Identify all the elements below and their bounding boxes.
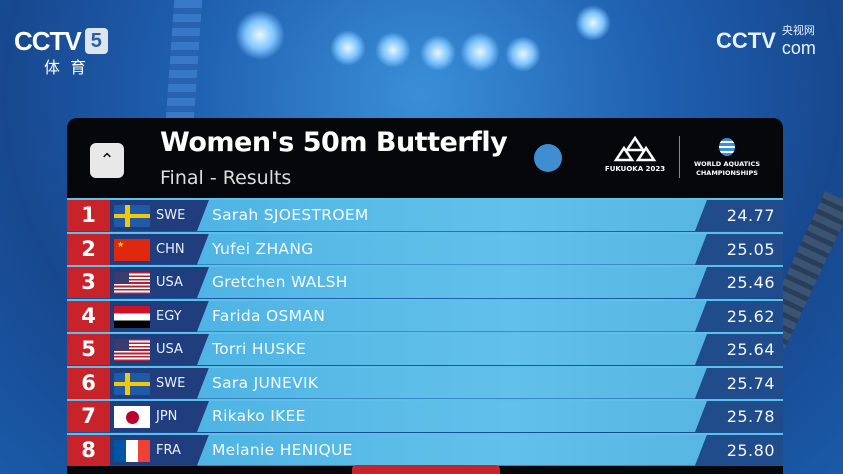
country-code: USA [156, 275, 183, 290]
name-bar [197, 200, 717, 231]
name-bar [197, 367, 717, 399]
result-row: 7 JPN Rikako IKEE 25.78 [67, 399, 783, 433]
pool-light [330, 30, 366, 66]
result-row: 3 USA Gretchen WALSH 25.46 [67, 265, 783, 299]
rank: 5 [67, 334, 110, 365]
result-time: 25.80 [726, 440, 775, 460]
athlete-name: Sarah SJOESTROEM [212, 206, 369, 224]
flag-egy-icon [114, 305, 150, 328]
time-box: 24.77 [695, 200, 783, 231]
pool-light [460, 32, 500, 72]
result-time: 24.77 [726, 206, 775, 225]
flag-fra-icon [114, 439, 150, 462]
rank: 1 [67, 200, 110, 231]
country-code: SWE [156, 208, 186, 223]
flag-usa-icon [114, 272, 150, 294]
flag-swe-icon [114, 372, 150, 395]
event-subtitle: Final - Results [160, 167, 292, 189]
rank: 3 [67, 267, 110, 298]
country-code: JPN [156, 409, 178, 424]
flag-jpn-icon [114, 406, 150, 428]
flag-chn-icon: ★ [114, 238, 150, 261]
athlete-name: Melanie HENIQUE [212, 440, 353, 459]
result-time: 25.62 [726, 306, 775, 326]
event-title: Women's 50m Butterfly [160, 127, 508, 158]
rank: 8 [67, 434, 110, 466]
result-row: 8 FRA Melanie HENIQUE 25.80 [67, 432, 783, 467]
athlete-name: Gretchen WALSH [212, 273, 348, 291]
athlete-name: Torri HUSKE [212, 340, 307, 358]
time-box: 25.46 [695, 267, 783, 298]
results-list: 1 SWE Sarah SJOESTROEM 24.77 2 ★ CHN Yufe… [67, 198, 783, 466]
rank: 4 [67, 300, 110, 332]
rank: 6 [67, 367, 110, 399]
result-row: 2 ★ CHN Yufei ZHANG 25.05 [67, 231, 783, 266]
name-bar [197, 334, 717, 365]
flag-usa-icon [114, 339, 150, 361]
watermark-logo: CCTV 央视网 com [716, 24, 816, 58]
athlete-name: Sara JUNEVIK [212, 373, 319, 392]
channel-logo: CCTV 5 体育 [14, 26, 108, 78]
country-code: USA [156, 342, 183, 357]
lane-rope [165, 0, 203, 120]
results-header: ⌃ Women's 50m Butterfly Final - Results … [67, 118, 783, 198]
fukuoka-logo: FUKUOKA 2023 [597, 136, 673, 174]
flag-swe-icon [114, 205, 150, 227]
result-time: 25.64 [726, 340, 775, 359]
result-row: 1 SWE Sarah SJOESTROEM 24.77 [67, 198, 783, 232]
bottom-badge [352, 465, 500, 474]
name-bar [197, 267, 717, 298]
name-bar [197, 401, 717, 432]
result-time: 25.05 [726, 239, 775, 259]
result-row: 4 EGY Farida OSMAN 25.62 [67, 298, 783, 333]
result-time: 25.74 [726, 373, 775, 393]
country-code: FRA [156, 442, 181, 458]
country-code: SWE [156, 375, 186, 391]
rank: 2 [67, 233, 110, 265]
time-box: 25.05 [695, 233, 783, 265]
pool-light [575, 5, 611, 41]
rank: 7 [67, 401, 110, 432]
result-time: 25.78 [726, 407, 775, 426]
world-aquatics-logo: WORLD AQUATICS CHAMPIONSHIPS [685, 138, 769, 178]
fukuoka-mark-icon [613, 136, 657, 162]
athlete-name: Farida OSMAN [212, 306, 326, 325]
pool-light [235, 10, 285, 60]
result-row: 5 USA Torri HUSKE 25.64 [67, 332, 783, 366]
time-box: 25.74 [695, 367, 783, 399]
time-box: 25.64 [695, 334, 783, 365]
result-time: 25.46 [726, 273, 775, 292]
swimming-icon: ⌃ [90, 143, 124, 178]
athlete-name: Rikako IKEE [212, 407, 306, 425]
country-code: CHN [156, 241, 185, 257]
athlete-name: Yufei ZHANG [212, 239, 314, 258]
name-bar [197, 300, 717, 332]
time-box: 25.78 [695, 401, 783, 432]
world-aquatics-mark-icon [719, 138, 735, 156]
name-bar [197, 434, 717, 466]
divider [679, 136, 680, 178]
time-box: 25.62 [695, 300, 783, 332]
decorative-bubble [534, 144, 562, 172]
pool-light [375, 32, 411, 68]
country-code: EGY [156, 308, 182, 324]
pool-light [420, 35, 456, 71]
name-bar [197, 233, 717, 265]
pool-light [505, 36, 541, 72]
time-box: 25.80 [695, 434, 783, 466]
result-row: 6 SWE Sara JUNEVIK 25.74 [67, 365, 783, 400]
